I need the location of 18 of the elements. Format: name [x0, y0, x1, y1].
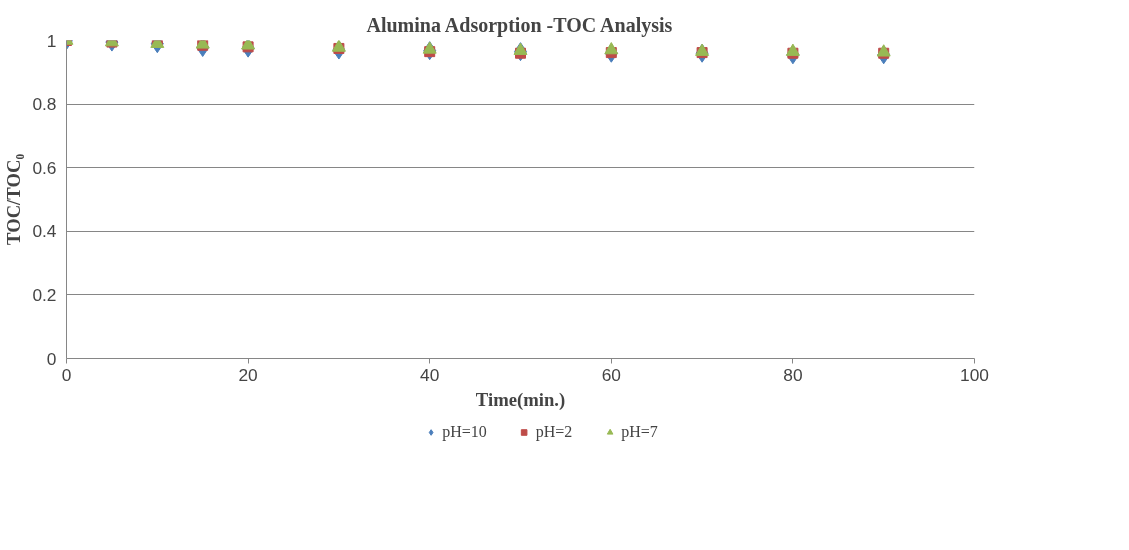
y-tick-label: 0.2 [32, 284, 57, 305]
x-tick-label: 80 [783, 364, 803, 385]
y-tick-label: 1 [46, 30, 57, 51]
y-tick-label: 0.4 [32, 221, 57, 242]
x-tick-label: 0 [61, 364, 72, 385]
chart-title: Alumina Adsorption -TOC Analysis [366, 13, 673, 37]
legend-label: pH=7 [621, 423, 658, 441]
y-tick-label: 0.8 [32, 94, 57, 115]
y-axis-title: TOC/TOC₀ [3, 153, 25, 245]
legend-label: pH=2 [535, 423, 573, 441]
y-tick-label: 0.6 [32, 157, 57, 178]
x-tick-label: 100 [960, 364, 989, 385]
x-tick-label: 60 [601, 364, 621, 385]
legend-label: pH=10 [442, 423, 487, 441]
x-axis-title: Time(min.) [475, 388, 566, 411]
x-tick-label: 20 [238, 364, 258, 385]
x-tick-label: 40 [420, 364, 440, 385]
y-tick-label: 0 [46, 348, 57, 369]
